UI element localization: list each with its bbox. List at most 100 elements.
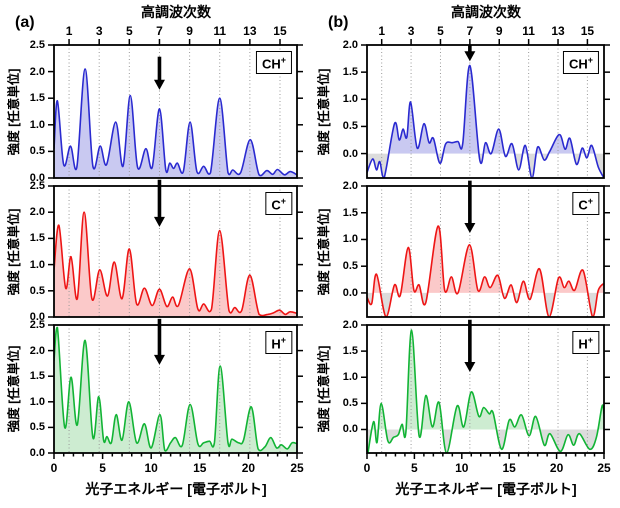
x-axis-title-a: 光子エネルギー [電子ボルト]: [85, 481, 267, 497]
xtick-label-b-20: 20: [549, 461, 564, 475]
ytick-label-a-hplus: 2.0: [29, 344, 45, 357]
arrow-head-a-chplus: [153, 79, 165, 90]
ytick-label-b-hplus: 2.0: [342, 319, 358, 331]
harmonic-label-b-15: 15: [580, 24, 595, 38]
frame-a-cplus: [53, 185, 298, 318]
ytick-label-a-hplus: 2.5: [29, 319, 45, 331]
harmonic-label-a-9: 9: [186, 24, 193, 38]
panel-label-b: (b): [328, 14, 349, 31]
harmonic-label-a-3: 3: [95, 24, 103, 38]
xtick-label-b-0: 0: [363, 461, 371, 475]
arrow-head-b-cplus: [464, 223, 476, 234]
ytick-label-a-cplus: 1.5: [29, 232, 45, 245]
ytick-label-a-cplus: 0.0: [29, 311, 45, 323]
area-negative-b-cplus: [367, 292, 598, 317]
arrow-head-b-chplus: [464, 51, 476, 62]
harmonic-label-b-11: 11: [522, 24, 535, 38]
y-axis-title-b-c: 強度 [任意単位]: [317, 208, 331, 296]
y-axis-title-a-c: 強度 [任意単位]: [7, 208, 21, 296]
species-label-b-hplus: H+: [572, 331, 599, 355]
spectrum-curve-b-chplus: [367, 64, 604, 178]
frame-b-hplus: [366, 324, 605, 454]
xtick-label-b-25: 25: [597, 461, 611, 475]
y-axis-title-a-ch: 強度 [任意単位]: [7, 68, 21, 156]
xtick-label-a-10: 10: [144, 461, 158, 475]
y-axis-title-b-ch: 強度 [任意単位]: [317, 68, 331, 156]
area-positive-a-hplus: [54, 327, 297, 453]
species-label-a-cplus: C+: [265, 192, 292, 216]
ytick-label-a-hplus: 1.0: [29, 395, 45, 408]
ytick-label-b-cplus: 0.0: [342, 286, 358, 299]
ytick-label-b-cplus: 1.5: [342, 206, 358, 219]
area-positive-a-chplus: [54, 68, 297, 178]
ytick-label-a-hplus: 1.5: [29, 370, 45, 383]
ytick-label-a-chplus: 0.5: [29, 145, 45, 158]
frame-a-chplus: [53, 44, 298, 179]
ytick-label-b-hplus: 0.5: [342, 397, 358, 410]
frame-b-cplus: [366, 185, 605, 318]
harmonic-label-a-15: 15: [273, 24, 287, 38]
arrow-head-a-cplus: [153, 216, 165, 227]
ytick-label-b-hplus: 1.5: [342, 345, 358, 358]
ytick-label-a-hplus: 0.0: [29, 447, 45, 459]
ytick-label-b-chplus: 0.0: [342, 147, 358, 160]
ytick-label-b-chplus: 2.0: [342, 39, 358, 51]
xtick-label-a-20: 20: [241, 461, 256, 475]
panel-a-cplus: [54, 186, 297, 317]
spectrum-curve-b-hplus: [367, 329, 604, 453]
ytick-label-b-hplus: 0.0: [342, 423, 358, 436]
ytick-label-a-cplus: 1.0: [29, 258, 45, 271]
panel-a-chplus: [54, 45, 297, 178]
ytick-label-b-chplus: 1.0: [342, 93, 358, 106]
ytick-label-b-chplus: 1.5: [342, 66, 358, 79]
area-positive-a-cplus: [54, 212, 297, 317]
panel-b-cplus: [367, 186, 604, 317]
panel-b-chplus: [367, 45, 604, 178]
xtick-label-b-15: 15: [502, 461, 516, 475]
y-axis-title-b-h: 強度 [任意単位]: [317, 345, 331, 433]
harmonic-label-b-3: 3: [407, 24, 415, 38]
spectrum-curve-a-chplus: [54, 68, 297, 177]
harmonic-label-a-5: 5: [125, 24, 133, 38]
xtick-label-b-10: 10: [455, 461, 469, 475]
ytick-label-a-hplus: 0.5: [29, 421, 45, 434]
top-axis-title-b: 高調波次数: [451, 4, 521, 20]
spectrum-curve-a-cplus: [54, 211, 297, 317]
species-label-b-cplus: C+: [572, 192, 599, 216]
ytick-label-a-chplus: 1.5: [29, 92, 45, 105]
harmonic-label-a-13: 13: [243, 24, 257, 38]
harmonic-label-b-7: 7: [466, 24, 474, 38]
ytick-label-a-chplus: 1.0: [29, 118, 45, 131]
area-positive-b-chplus: [388, 65, 595, 154]
ytick-label-b-cplus: 0.5: [342, 260, 358, 273]
xtick-label-a-25: 25: [290, 461, 304, 475]
ytick-label-a-cplus: 2.0: [29, 206, 45, 219]
ytick-label-a-chplus: 0.0: [29, 172, 45, 184]
area-negative-b-chplus: [367, 153, 604, 178]
ytick-label-a-cplus: 2.5: [29, 180, 45, 192]
top-axis-title-a: 高調波次数: [141, 4, 211, 20]
frame-b-chplus: [366, 44, 605, 179]
species-label-b-chplus: CH+: [562, 51, 599, 75]
y-axis-title-a-h: 強度 [任意単位]: [7, 345, 21, 433]
arrow-head-b-hplus: [464, 362, 476, 373]
ytick-label-a-chplus: 2.5: [29, 39, 45, 51]
arrow-head-a-hplus: [153, 354, 165, 365]
ytick-label-b-chplus: 0.5: [342, 120, 358, 133]
harmonic-label-b-13: 13: [551, 24, 565, 38]
xtick-label-a-15: 15: [193, 461, 207, 475]
ytick-label-b-cplus: 1.0: [342, 233, 358, 246]
ytick-label-b-hplus: 1.0: [342, 371, 358, 384]
ytick-label-b-cplus: 2.0: [342, 180, 358, 192]
xtick-label-a-5: 5: [99, 461, 106, 475]
harmonic-label-b-5: 5: [437, 24, 444, 38]
xtick-label-a-0: 0: [50, 461, 58, 475]
panel-a-hplus: [54, 325, 297, 453]
harmonic-label-a-7: 7: [156, 24, 163, 38]
frame-a-hplus: [53, 324, 298, 454]
area-positive-b-cplus: [367, 226, 604, 293]
spectrum-curve-b-cplus: [367, 225, 604, 317]
species-label-a-chplus: CH+: [255, 51, 292, 75]
xtick-label-b-5: 5: [411, 461, 418, 475]
